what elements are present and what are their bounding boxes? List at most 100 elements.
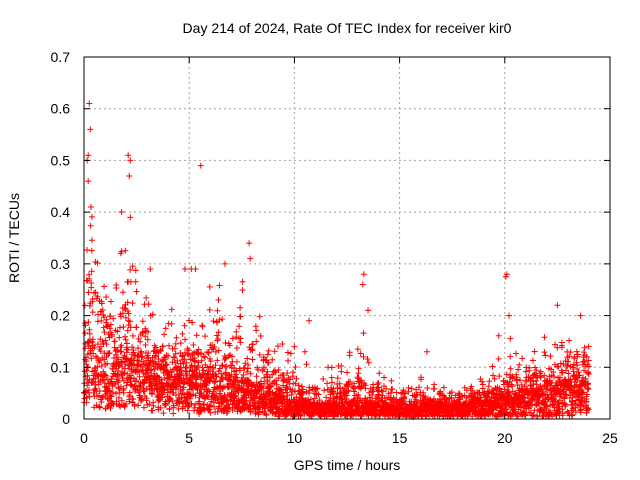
data-point (275, 366, 282, 373)
data-point (479, 378, 486, 385)
data-point (244, 355, 251, 362)
data-point (255, 366, 262, 373)
data-point (468, 383, 475, 390)
y-tick-label: 0.4 (51, 204, 71, 220)
data-point (213, 332, 220, 339)
data-point (133, 378, 140, 385)
data-point (323, 394, 330, 401)
data-point (185, 403, 192, 410)
grid-layer (84, 57, 610, 419)
data-point (583, 353, 590, 360)
data-point (122, 336, 129, 343)
data-point (531, 348, 538, 355)
data-point (111, 338, 118, 345)
data-point (543, 403, 550, 410)
data-point (303, 361, 310, 368)
data-point (316, 397, 323, 404)
data-point (186, 317, 193, 324)
data-point (120, 289, 127, 296)
data-point (542, 352, 549, 359)
data-point (106, 325, 113, 332)
data-point (122, 355, 129, 362)
data-point (161, 331, 168, 338)
data-point (170, 404, 177, 411)
data-point (101, 380, 108, 387)
data-point (184, 345, 191, 352)
data-point (580, 389, 587, 396)
data-point (284, 385, 291, 392)
x-tick-label: 15 (392, 430, 408, 446)
data-point (127, 157, 134, 164)
data-point (307, 396, 314, 403)
data-point (125, 152, 132, 159)
data-point (179, 330, 186, 337)
data-point (518, 381, 525, 388)
data-point (98, 399, 105, 406)
ticks-layer: 0 5 10 15 20 25 0 0.1 0.2 0.3 0.4 0.5 0.6 0.7 (51, 49, 618, 446)
data-point (585, 405, 592, 412)
data-point (491, 375, 498, 382)
data-point (554, 302, 561, 309)
data-point (448, 389, 455, 396)
data-point (560, 361, 567, 368)
data-point (124, 346, 131, 353)
data-point (220, 383, 227, 390)
data-point (263, 412, 270, 419)
data-point (158, 379, 165, 386)
data-point (215, 347, 222, 354)
data-point (111, 370, 118, 377)
data-point (581, 358, 588, 365)
data-point (193, 332, 200, 339)
data-point (100, 314, 107, 321)
data-point (245, 362, 252, 369)
data-point (96, 403, 103, 410)
data-point (573, 359, 580, 366)
data-point (351, 380, 358, 387)
data-point (211, 344, 218, 351)
data-point (569, 394, 576, 401)
data-point (248, 346, 255, 353)
data-point (559, 369, 566, 376)
data-point (103, 372, 110, 379)
data-point (584, 385, 591, 392)
data-point (253, 373, 260, 380)
data-point (130, 396, 137, 403)
data-point (229, 401, 236, 408)
data-point (570, 368, 577, 375)
data-point (315, 391, 322, 398)
data-point (169, 398, 176, 405)
data-point (564, 362, 571, 369)
data-point (249, 341, 256, 348)
data-point (257, 332, 264, 339)
x-tick-label: 0 (80, 430, 88, 446)
data-point (401, 393, 408, 400)
data-point (216, 282, 223, 289)
data-point (109, 400, 116, 407)
data-point (150, 402, 157, 409)
data-point (333, 393, 340, 400)
data-point (119, 310, 126, 317)
data-point (96, 387, 103, 394)
data-point (178, 398, 185, 405)
data-point (569, 364, 576, 371)
data-point (505, 389, 512, 396)
data-point (540, 392, 547, 399)
data-point (549, 413, 556, 420)
data-point (496, 373, 503, 380)
data-point (283, 384, 290, 391)
data-point (94, 341, 101, 348)
data-point (136, 357, 143, 364)
data-point (118, 248, 125, 255)
data-point (132, 278, 139, 285)
data-point (133, 324, 140, 331)
data-point (301, 348, 308, 355)
data-point (321, 387, 328, 394)
data-point (137, 349, 144, 356)
data-point (360, 330, 367, 337)
data-point (234, 379, 241, 386)
data-point (496, 385, 503, 392)
data-point (271, 348, 278, 355)
y-tick-label: 0.1 (51, 359, 71, 375)
data-point (207, 368, 214, 375)
data-point (557, 374, 564, 381)
